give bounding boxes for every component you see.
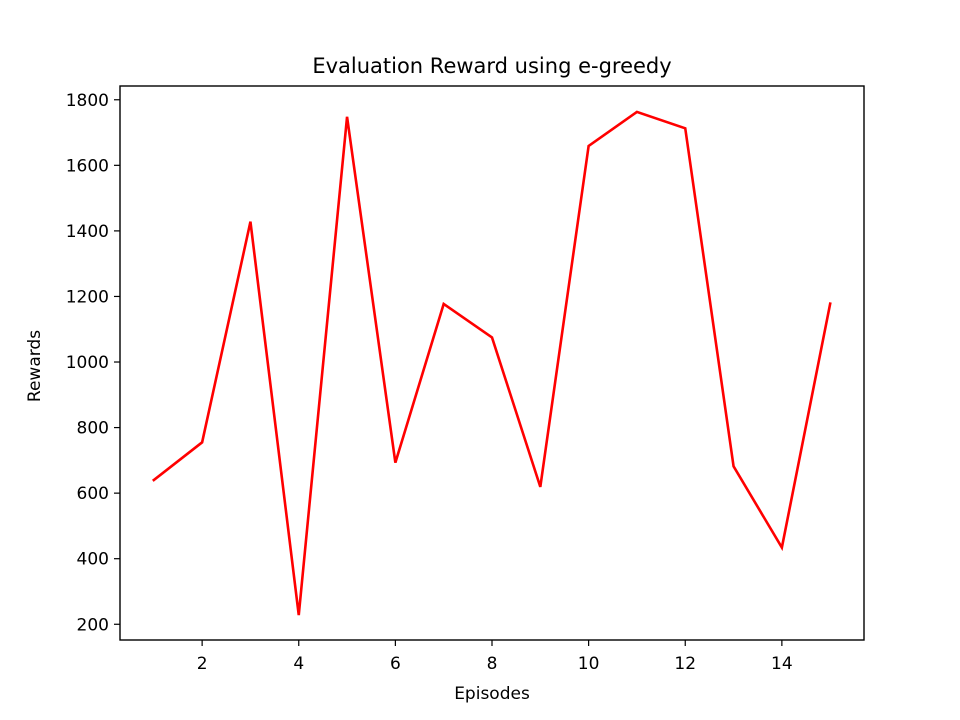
chart-title: Evaluation Reward using e-greedy: [312, 54, 671, 78]
x-tick-label: 8: [487, 654, 498, 674]
y-tick-label: 1800: [66, 91, 109, 111]
y-tick-label: 800: [77, 419, 109, 439]
y-tick-label: 1000: [66, 353, 109, 373]
x-tick-label: 6: [390, 654, 401, 674]
y-axis-label: Rewards: [25, 330, 45, 402]
x-tick-label: 14: [771, 654, 793, 674]
series-line-0: [151, 110, 832, 616]
y-tick-label: 200: [77, 615, 109, 635]
x-axis-label: Episodes: [454, 684, 530, 704]
y-tick-label: 600: [77, 484, 109, 504]
x-tick-label: 12: [674, 654, 696, 674]
y-tick-label: 400: [77, 550, 109, 570]
x-axis: 2 4 6 8 10 12 14: [197, 640, 793, 674]
x-tick-label: 10: [578, 654, 600, 674]
y-tick-label: 1200: [66, 287, 109, 307]
y-tick-label: 1400: [66, 222, 109, 242]
y-tick-label: 1600: [66, 156, 109, 176]
y-axis: 200 400 600 800 1000 1200 1400 1600 1800: [66, 91, 120, 635]
x-tick-label: 4: [293, 654, 304, 674]
x-tick-label: 2: [197, 654, 208, 674]
